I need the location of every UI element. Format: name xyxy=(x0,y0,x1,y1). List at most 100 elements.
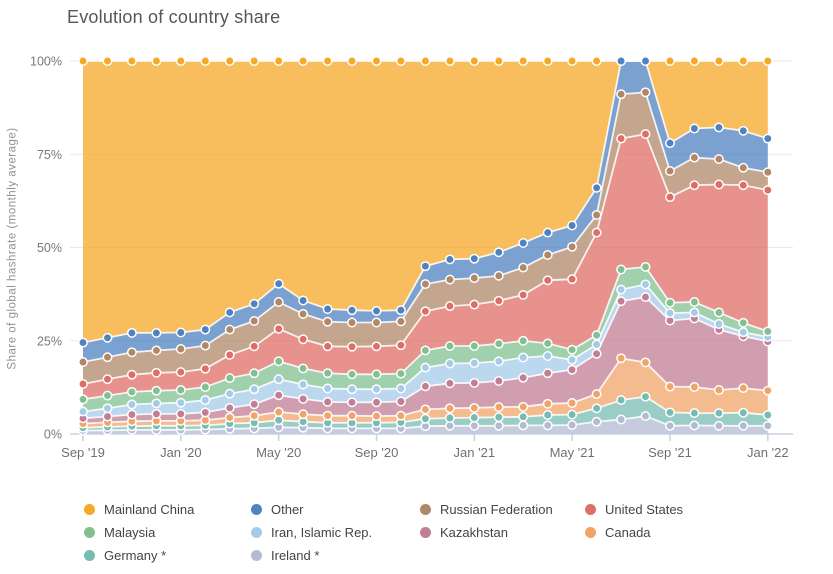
data-point-iran-islamic-rep[interactable] xyxy=(249,384,260,395)
data-point-other[interactable] xyxy=(567,220,578,231)
data-point-russian-federation[interactable] xyxy=(200,340,211,351)
data-point-mainland-china[interactable] xyxy=(224,56,235,66)
data-point-russian-federation[interactable] xyxy=(444,274,455,285)
data-point-mainland-china[interactable] xyxy=(126,56,137,66)
data-point-other[interactable] xyxy=(762,133,773,144)
data-point-iran-islamic-rep[interactable] xyxy=(713,319,724,329)
data-point-mainland-china[interactable] xyxy=(322,56,333,66)
data-point-kazakhstan[interactable] xyxy=(567,364,578,375)
data-point-other[interactable] xyxy=(713,122,724,133)
data-point-iran-islamic-rep[interactable] xyxy=(689,307,700,318)
data-point-united-states[interactable] xyxy=(689,180,700,191)
data-point-canada[interactable] xyxy=(224,412,235,423)
data-point-iran-islamic-rep[interactable] xyxy=(567,354,578,365)
data-point-malaysia[interactable] xyxy=(665,297,675,308)
data-point-united-states[interactable] xyxy=(200,363,211,374)
data-point-germany[interactable] xyxy=(469,412,480,423)
data-point-ireland[interactable] xyxy=(665,420,675,431)
data-point-ireland[interactable] xyxy=(616,414,627,425)
data-point-malaysia[interactable] xyxy=(322,368,333,379)
data-point-iran-islamic-rep[interactable] xyxy=(273,374,284,385)
legend-item-mainland-china[interactable]: Mainland China xyxy=(84,502,194,517)
data-point-united-states[interactable] xyxy=(713,179,724,190)
data-point-russian-federation[interactable] xyxy=(542,250,553,260)
data-point-russian-federation[interactable] xyxy=(395,316,406,327)
data-point-iran-islamic-rep[interactable] xyxy=(591,339,602,350)
data-point-russian-federation[interactable] xyxy=(78,357,88,367)
data-point-germany[interactable] xyxy=(762,410,773,420)
data-point-germany[interactable] xyxy=(567,409,578,420)
data-point-iran-islamic-rep[interactable] xyxy=(395,383,406,394)
data-point-ireland[interactable] xyxy=(542,420,553,431)
data-point-canada[interactable] xyxy=(420,404,431,415)
data-point-malaysia[interactable] xyxy=(762,326,773,337)
data-point-russian-federation[interactable] xyxy=(175,344,186,354)
data-point-kazakhstan[interactable] xyxy=(395,396,406,407)
data-point-malaysia[interactable] xyxy=(493,338,504,349)
data-point-kazakhstan[interactable] xyxy=(322,396,333,407)
data-point-ireland[interactable] xyxy=(640,411,651,422)
data-point-mainland-china[interactable] xyxy=(151,56,162,66)
data-point-other[interactable] xyxy=(640,56,651,66)
data-point-canada[interactable] xyxy=(640,357,651,368)
data-point-malaysia[interactable] xyxy=(542,338,553,349)
data-point-iran-islamic-rep[interactable] xyxy=(493,356,504,367)
area-band-mainland-china[interactable] xyxy=(83,61,768,343)
data-point-canada[interactable] xyxy=(249,410,260,421)
data-point-malaysia[interactable] xyxy=(200,382,211,392)
data-point-iran-islamic-rep[interactable] xyxy=(616,284,627,295)
data-point-kazakhstan[interactable] xyxy=(371,397,382,408)
data-point-iran-islamic-rep[interactable] xyxy=(126,399,137,410)
data-point-mainland-china[interactable] xyxy=(591,56,602,66)
data-point-iran-islamic-rep[interactable] xyxy=(518,352,529,363)
data-point-germany[interactable] xyxy=(591,403,602,414)
data-point-other[interactable] xyxy=(616,56,627,66)
data-point-iran-islamic-rep[interactable] xyxy=(175,397,186,408)
data-point-malaysia[interactable] xyxy=(273,356,284,367)
data-point-kazakhstan[interactable] xyxy=(640,292,651,303)
data-point-other[interactable] xyxy=(420,261,431,272)
data-point-other[interactable] xyxy=(665,138,675,149)
data-point-united-states[interactable] xyxy=(371,341,382,352)
data-point-united-states[interactable] xyxy=(78,379,88,389)
data-point-other[interactable] xyxy=(78,337,88,348)
data-point-canada[interactable] xyxy=(738,383,749,394)
data-point-malaysia[interactable] xyxy=(444,341,455,351)
data-point-ireland[interactable] xyxy=(762,420,773,431)
data-point-iran-islamic-rep[interactable] xyxy=(665,308,675,319)
data-point-united-states[interactable] xyxy=(469,299,480,310)
data-point-canada[interactable] xyxy=(689,382,700,392)
data-point-united-states[interactable] xyxy=(738,180,749,191)
data-point-mainland-china[interactable] xyxy=(469,56,480,66)
legend-item-iran-islamic-rep[interactable]: Iran, Islamic Rep. xyxy=(251,525,372,540)
area-band-iran-islamic-rep[interactable] xyxy=(83,284,768,419)
data-point-kazakhstan[interactable] xyxy=(273,390,284,401)
data-point-canada[interactable] xyxy=(298,409,309,420)
legend-item-united-states[interactable]: United States xyxy=(585,502,683,517)
data-point-united-states[interactable] xyxy=(224,349,235,360)
data-point-canada[interactable] xyxy=(762,385,773,396)
data-point-kazakhstan[interactable] xyxy=(591,348,602,359)
data-point-other[interactable] xyxy=(371,305,382,316)
data-point-russian-federation[interactable] xyxy=(518,262,529,273)
data-point-iran-islamic-rep[interactable] xyxy=(200,395,211,406)
data-point-mainland-china[interactable] xyxy=(395,56,406,66)
data-point-iran-islamic-rep[interactable] xyxy=(420,362,431,373)
data-point-ireland[interactable] xyxy=(469,420,480,431)
data-point-other[interactable] xyxy=(249,298,260,309)
data-point-kazakhstan[interactable] xyxy=(444,378,455,389)
data-point-mainland-china[interactable] xyxy=(518,56,529,66)
data-point-russian-federation[interactable] xyxy=(151,345,162,356)
data-point-other[interactable] xyxy=(591,182,602,193)
data-point-other[interactable] xyxy=(444,254,455,265)
data-point-russian-federation[interactable] xyxy=(126,347,137,358)
data-point-russian-federation[interactable] xyxy=(616,89,627,100)
data-point-russian-federation[interactable] xyxy=(762,167,773,178)
data-point-malaysia[interactable] xyxy=(567,344,578,355)
data-point-kazakhstan[interactable] xyxy=(347,397,357,408)
data-point-russian-federation[interactable] xyxy=(102,352,113,363)
data-point-canada[interactable] xyxy=(395,410,406,421)
data-point-united-states[interactable] xyxy=(567,274,578,285)
data-point-malaysia[interactable] xyxy=(395,368,406,379)
data-point-russian-federation[interactable] xyxy=(640,87,651,98)
